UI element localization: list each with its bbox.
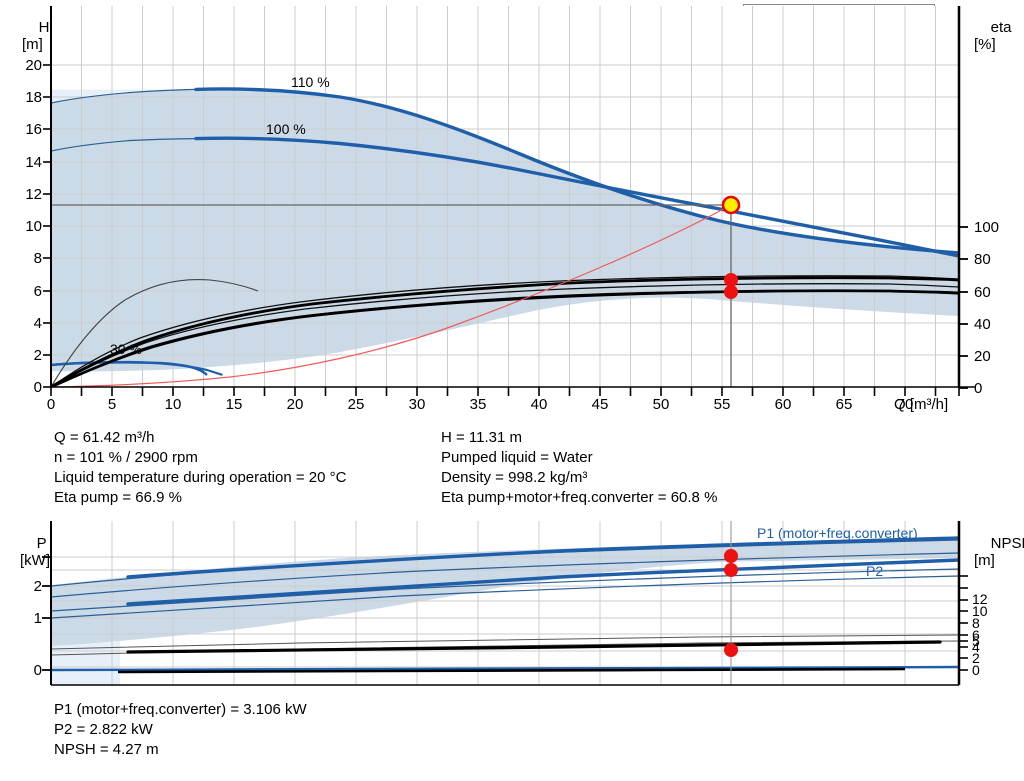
- y-tick-14: 14: [25, 154, 42, 171]
- x-tick-5: 5: [107, 396, 117, 413]
- y-tick-16: 16: [25, 121, 42, 138]
- h-curve-110-thin: [51, 88, 197, 104]
- y-tick-6: 6: [33, 283, 42, 300]
- eta-tick-100: 100: [974, 219, 1000, 236]
- x-tick-25: 25: [347, 396, 365, 413]
- x-tick-40: 40: [530, 396, 548, 413]
- eta-tick-80: 80: [974, 251, 991, 268]
- lower-y-ticks: [42, 556, 51, 671]
- npsh-tick-12: 12: [972, 591, 988, 607]
- speed-label-110: 110 %: [291, 74, 330, 90]
- info-p2: P2 = 2.822 kW: [54, 721, 153, 738]
- lower-y2-axis-title: NPSH [m]: [974, 535, 1024, 569]
- npsh-marker: [724, 643, 738, 657]
- eta-tick-40: 40: [974, 316, 991, 333]
- duty-info-right-column: H = 11.31 m Pumped liquid = Water Densit…: [441, 428, 717, 508]
- npsh-tick-6: 6: [972, 627, 980, 643]
- info-npsh: NPSH = 4.27 m: [54, 741, 159, 758]
- p-tick-0: 0: [33, 662, 42, 679]
- x-tick-30: 30: [408, 396, 426, 413]
- system-curve: [51, 204, 732, 387]
- h-curve-100: [194, 136, 959, 258]
- x-tick-60: 60: [774, 396, 792, 413]
- eta-curve-small: [51, 279, 259, 387]
- eta-pump-curve: [51, 276, 959, 387]
- y-tick-20: 20: [25, 57, 42, 74]
- y-tick-18: 18: [25, 89, 42, 106]
- x-tick-10: 10: [164, 396, 182, 413]
- eta-tick-20: 20: [974, 348, 991, 365]
- x-tick-70: 70: [896, 396, 914, 413]
- envelope-main: [51, 89, 959, 372]
- duty-point-marker[interactable]: [721, 195, 741, 215]
- info-speed: n = 101 % / 2900 rpm: [54, 449, 198, 466]
- y-tick-8: 8: [33, 250, 42, 267]
- npsh-tick-2: 2: [972, 650, 980, 666]
- p-tick-1: 1: [33, 610, 42, 627]
- legend-p2: P2: [866, 563, 884, 579]
- upper-y-ticks: [43, 64, 51, 388]
- lower-chart-plot: [42, 521, 968, 686]
- upper-grid-horizontal: [51, 64, 959, 356]
- npsh-tick-10: 10: [972, 603, 988, 619]
- upper-x-axis-title: Q [m³/h]: [894, 396, 949, 413]
- info-eta-total: Eta pump+motor+freq.converter = 60.8 %: [441, 489, 718, 506]
- x-tick-45: 45: [591, 396, 609, 413]
- eta-pump-marker: [724, 273, 738, 287]
- upper-chart-plot: [43, 6, 975, 396]
- npsh-tick-4: 4: [972, 639, 980, 655]
- x-tick-55: 55: [713, 396, 731, 413]
- speed-label-100: 100 %: [266, 121, 306, 137]
- upper-grid-vertical: [81, 6, 936, 387]
- h-curve-100-thin: [51, 138, 197, 152]
- info-p1: P1 (motor+freq.converter) = 3.106 kW: [54, 701, 307, 718]
- power-info-block: P1 (motor+freq.converter) = 3.106 kW P2 …: [54, 700, 307, 760]
- x-tick-15: 15: [225, 396, 243, 413]
- p1-envelope-mid: [51, 552, 959, 598]
- y-tick-12: 12: [25, 186, 42, 203]
- upper-y2-axis-title: eta [%]: [974, 19, 1012, 53]
- p2-marker: [724, 563, 738, 577]
- info-eta-pump: Eta pump = 66.9 %: [54, 489, 182, 506]
- upper-x-ticks: [50, 387, 960, 396]
- eta-tick-0: 0: [974, 380, 983, 397]
- y-tick-2: 2: [33, 347, 42, 364]
- legend-p1: P1 (motor+freq.converter): [757, 525, 918, 541]
- info-liquid: Pumped liquid = Water: [441, 449, 593, 466]
- info-head: H = 11.31 m: [441, 429, 523, 446]
- y-tick-0: 0: [33, 379, 42, 396]
- x-tick-50: 50: [652, 396, 670, 413]
- upper-y-axis-title: H [m]: [22, 19, 50, 53]
- p1-marker: [724, 549, 738, 563]
- h-curve-110: [194, 87, 959, 255]
- info-density: Density = 998.2 kg/m³: [441, 469, 588, 486]
- eta-total-marker: [724, 285, 738, 299]
- p-bottom-blue: [51, 665, 959, 672]
- npsh-tick-0: 0: [972, 662, 980, 678]
- p-tick-2: 2: [33, 578, 42, 595]
- info-temperature: Liquid temperature during operation = 20…: [54, 469, 347, 486]
- p-bottom-black: [117, 667, 906, 674]
- speed-label-30: 30 %: [110, 341, 142, 357]
- eta-total-curve: [51, 289, 959, 387]
- npsh-tick-8: 8: [972, 615, 980, 631]
- upper-y2-ticks: [959, 226, 968, 389]
- duty-info-left-column: Q = 61.42 m³/h n = 101 % / 2900 rpm Liqu…: [54, 428, 346, 508]
- y-tick-10: 10: [25, 218, 42, 235]
- x-tick-65: 65: [835, 396, 853, 413]
- x-tick-0: 0: [46, 396, 56, 413]
- eta-tick-60: 60: [974, 284, 991, 301]
- lower-y2-ticks: [959, 575, 968, 671]
- npsh-tick-5: 5: [972, 633, 980, 649]
- x-tick-35: 35: [469, 396, 487, 413]
- x-tick-20: 20: [286, 396, 304, 413]
- npsh-curve: [126, 640, 942, 654]
- y-tick-4: 4: [33, 315, 42, 332]
- p-thin-left-a: [51, 634, 959, 650]
- h-curve-30-tail: [51, 361, 208, 376]
- info-flow: Q = 61.42 m³/h: [54, 429, 155, 446]
- p2-curve: [126, 558, 959, 606]
- p1-curve: [126, 536, 959, 579]
